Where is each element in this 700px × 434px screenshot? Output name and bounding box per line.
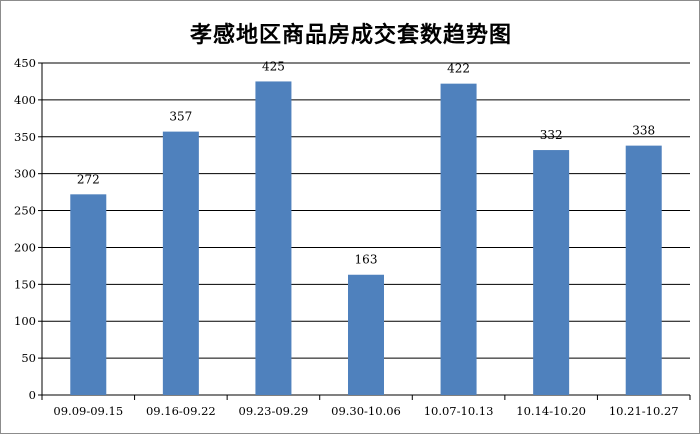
bar <box>255 81 292 395</box>
y-tick-label: 100 <box>14 314 36 328</box>
bar <box>162 131 199 395</box>
bar <box>70 194 107 395</box>
x-tick-label: 09.09-09.15 <box>53 404 123 418</box>
y-tick-label: 350 <box>14 130 36 144</box>
y-tick-label: 0 <box>29 388 36 402</box>
data-label: 272 <box>77 172 100 186</box>
bar <box>348 274 384 395</box>
data-label: 357 <box>169 110 192 124</box>
x-tick-label: 09.23-09.29 <box>239 404 309 418</box>
y-tick-label: 50 <box>21 351 36 365</box>
y-tick-label: 250 <box>14 204 36 218</box>
bar <box>625 145 662 395</box>
chart-title: 孝感地区商品房成交套数趋势图 <box>189 23 512 48</box>
bar <box>440 83 477 395</box>
x-tick-label: 09.16-09.22 <box>146 404 216 418</box>
x-tick-label: 10.21-10.27 <box>609 404 679 418</box>
x-tick-label: 10.14-10.20 <box>516 404 586 418</box>
y-tick-label: 400 <box>14 93 36 107</box>
data-label: 422 <box>447 62 470 76</box>
bar <box>533 150 570 395</box>
y-tick-label: 450 <box>14 56 36 70</box>
data-label: 425 <box>262 59 285 73</box>
data-label: 332 <box>540 128 563 142</box>
y-tick-label: 150 <box>14 277 36 291</box>
data-label: 338 <box>632 124 655 138</box>
y-tick-label: 300 <box>14 167 36 181</box>
x-tick-label: 10.07-10.13 <box>424 404 494 418</box>
data-label: 163 <box>355 253 378 267</box>
y-tick-label: 200 <box>14 240 36 254</box>
x-tick-label: 09.30-10.06 <box>331 404 401 418</box>
